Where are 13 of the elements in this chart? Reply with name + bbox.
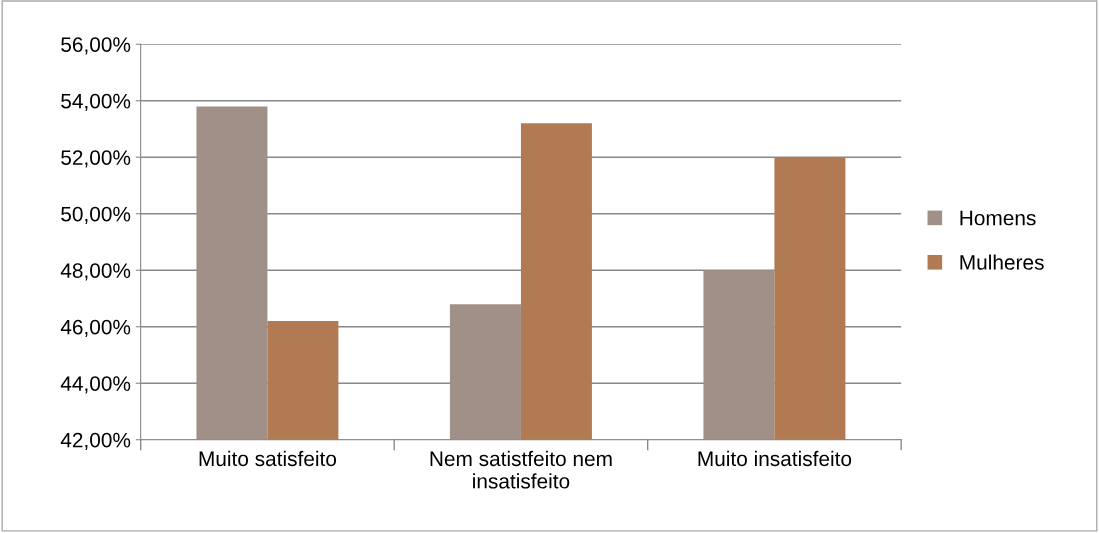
y-tick-label: 52,00% — [61, 150, 131, 168]
y-tick-label: 56,00% — [61, 37, 131, 55]
x-tick-label: Nem satistfeito nem insatisfeito — [430, 450, 612, 489]
x-tick-label: Muito insatisfeito — [698, 450, 852, 467]
x-tick-label: Muito satisfeito — [199, 450, 337, 467]
y-tick-label: 50,00% — [61, 206, 131, 224]
y-tick-label: 48,00% — [60, 263, 131, 281]
y-tick-label: 46,00% — [60, 319, 131, 337]
y-tick-label: 44,00% — [60, 376, 131, 394]
y-tick-label: 42,00% — [60, 432, 131, 450]
legend-label: Mulheres — [960, 254, 1044, 270]
y-tick-label: 54,00% — [61, 93, 131, 111]
legend-label: Homens — [960, 210, 1036, 226]
